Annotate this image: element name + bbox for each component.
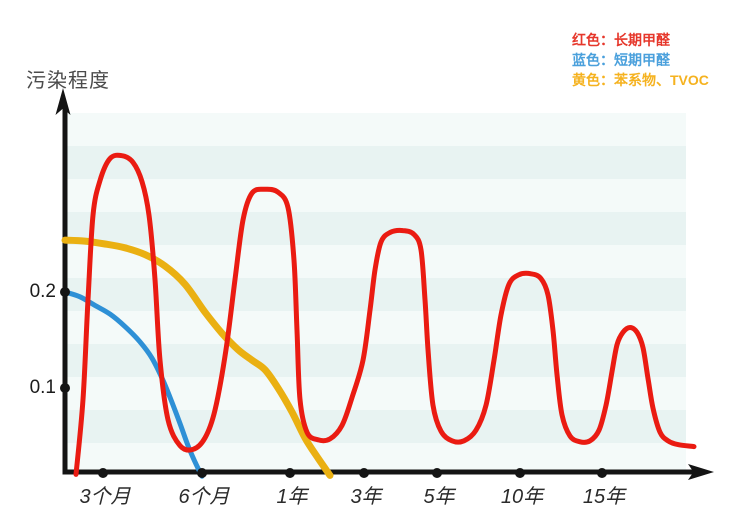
x-tick-label-6months: 6个月 (178, 486, 230, 508)
x-tick-dot (432, 468, 442, 478)
y-axis-title: 污染程度 (26, 70, 110, 92)
x-tick-label-1year: 1年 (276, 486, 308, 508)
x-tick-label-10years: 10年 (500, 486, 544, 508)
curve-short-term-formaldehyde (62, 289, 205, 479)
y-tick-label-0-1: 0.1 (29, 377, 56, 398)
curve-long-term-formaldehyde (73, 152, 697, 477)
x-tick-dot (285, 468, 295, 478)
x-tick-label-3years: 3年 (350, 486, 382, 508)
y-axis-arrow-icon (55, 88, 71, 115)
x-tick-label-5years: 5年 (423, 486, 455, 508)
legend: 红色：长期甲醛 蓝色：短期甲醛 黄色：苯系物、TVOC (572, 30, 709, 90)
legend-item-long-term-formaldehyde: 红色：长期甲醛 (572, 32, 670, 48)
x-tick-dot (359, 468, 369, 478)
y-tick-label-0-2: 0.2 (29, 281, 56, 302)
legend-item-short-term-formaldehyde: 蓝色：短期甲醛 (572, 52, 670, 68)
x-tick-label-15years: 15年 (582, 486, 626, 508)
x-tick-dot (197, 468, 207, 478)
x-tick-dot (597, 468, 607, 478)
x-tick-dot (98, 468, 108, 478)
y-tick-dot (60, 383, 70, 393)
x-axis-arrow-icon (688, 464, 714, 480)
legend-item-benzene-tvoc: 黄色：苯系物、TVOC (572, 72, 709, 88)
curve-benzene-tvoc (61, 236, 334, 479)
y-tick-dot (60, 287, 70, 297)
x-tick-dot (515, 468, 525, 478)
x-tick-label-3months: 3个月 (79, 486, 131, 508)
tick-dots (60, 287, 607, 478)
